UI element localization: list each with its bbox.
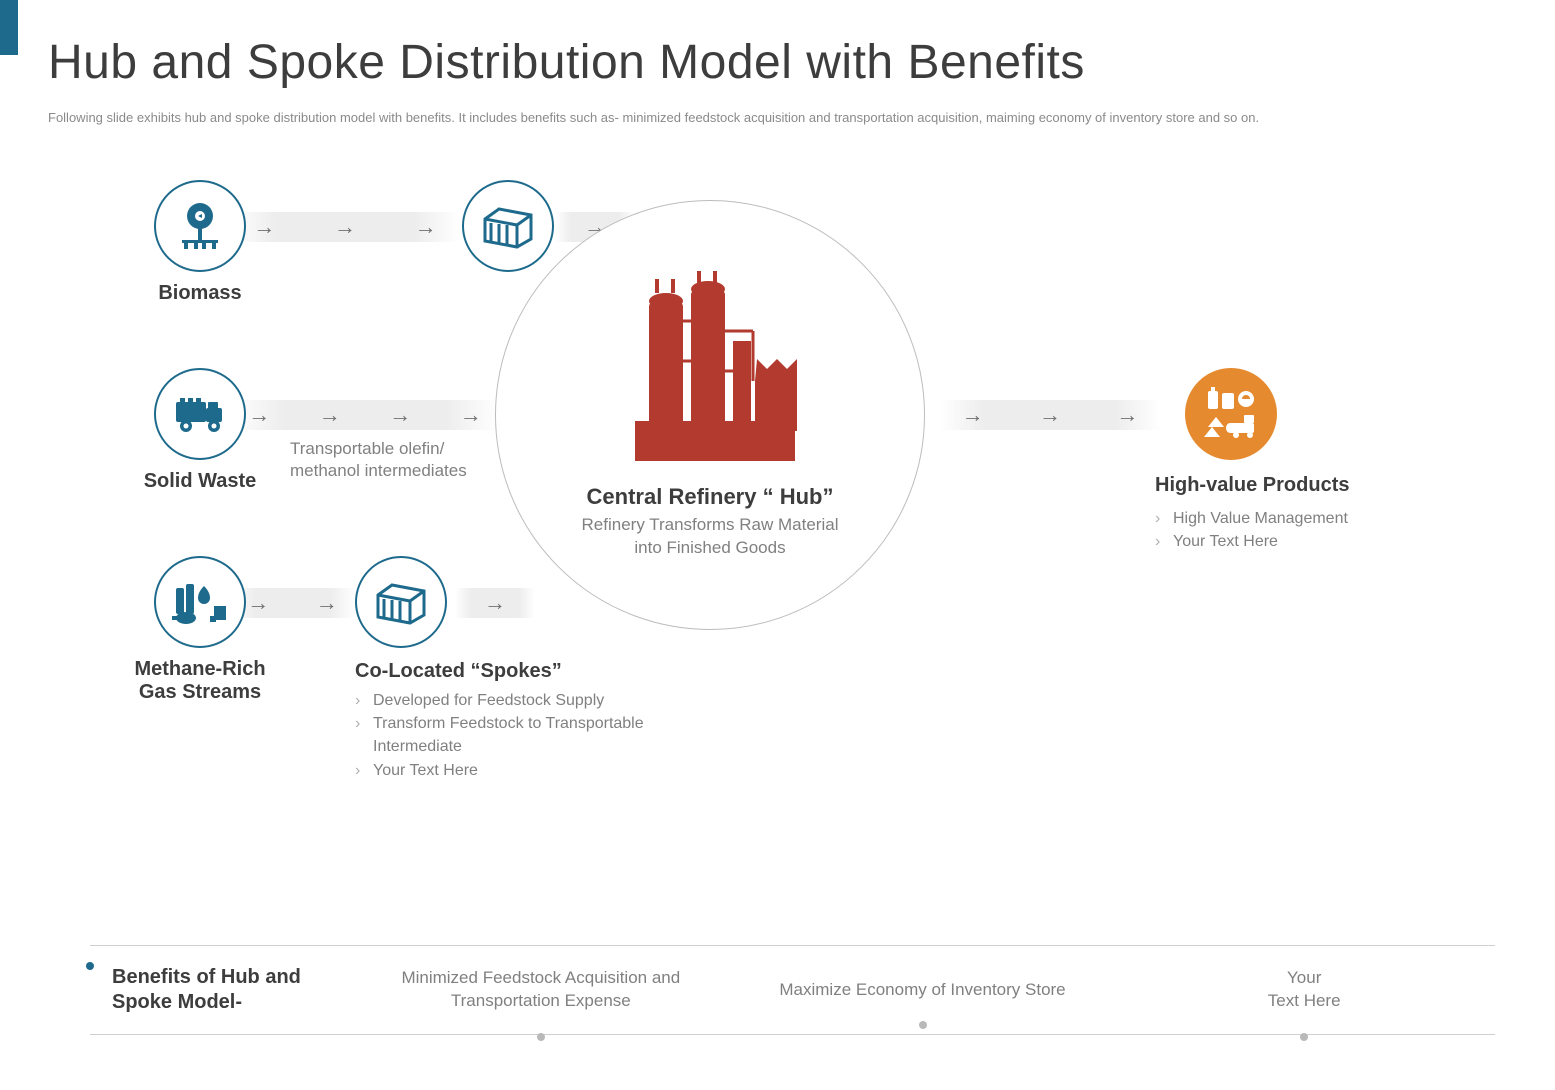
intermediate-label: Transportable olefin/ methanol intermedi…	[290, 438, 467, 482]
spokes-label: Co-Located “Spokes”	[355, 660, 695, 683]
container-icon	[355, 556, 447, 648]
output-label: High-value Products	[1155, 474, 1415, 497]
benefits-bar: Benefits of Hub and Spoke Model- Minimiz…	[90, 945, 1495, 1035]
arrow-hub-to-output: →→→	[940, 400, 1160, 430]
benefit-item: Minimized Feedstock Acquisition and Tran…	[350, 967, 732, 1013]
hub-sub: Refinery Transforms Raw Material into Fi…	[570, 514, 850, 560]
benefits-title: Benefits of Hub and Spoke Model-	[90, 965, 350, 1015]
output-bullets: High Value Management Your Text Here	[1155, 507, 1415, 553]
accent-bar	[0, 0, 18, 55]
spokes-bullet: Transform Feedstock to Transportable Int…	[355, 712, 695, 758]
spokes-bullet: Your Text Here	[355, 759, 695, 782]
hub-label: Central Refinery “ Hub”	[570, 484, 850, 510]
refinery-icon: Central Refinery “ Hub” Refinery Transfo…	[495, 200, 925, 630]
tree-energy-icon	[154, 180, 246, 272]
page-subtitle: Following slide exhibits hub and spoke d…	[48, 110, 1259, 125]
page-title: Hub and Spoke Distribution Model with Be…	[48, 35, 1085, 90]
spokes-bullets: Developed for Feedstock Supply Transform…	[355, 689, 695, 782]
arrow-biomass-to-spoke: →→→	[230, 212, 460, 242]
spokes-bullet: Developed for Feedstock Supply	[355, 689, 695, 712]
benefit-item: Your Text Here	[1113, 967, 1495, 1013]
node-output: High-value Products High Value Managemen…	[1155, 368, 1415, 553]
methane-label: Methane-Rich Gas Streams	[115, 658, 285, 704]
products-icon	[1185, 368, 1277, 460]
node-hub: Central Refinery “ Hub” Refinery Transfo…	[495, 200, 925, 630]
benefit-item: Maximize Economy of Inventory Store	[732, 979, 1114, 1002]
solid-waste-label: Solid Waste	[140, 470, 260, 493]
garbage-truck-icon	[154, 368, 246, 460]
arrow-solidwaste-to-hub: →→→→	[230, 400, 500, 430]
diagram-canvas: →→→ → →→→→ →→ → →→→	[0, 170, 1555, 870]
node-methane: Methane-Rich Gas Streams	[115, 556, 285, 704]
node-biomass: Biomass	[140, 180, 260, 305]
output-bullet: Your Text Here	[1155, 530, 1415, 553]
node-solid-waste: Solid Waste	[140, 368, 260, 493]
output-bullet: High Value Management	[1155, 507, 1415, 530]
gas-sources-icon	[154, 556, 246, 648]
biomass-label: Biomass	[140, 282, 260, 305]
